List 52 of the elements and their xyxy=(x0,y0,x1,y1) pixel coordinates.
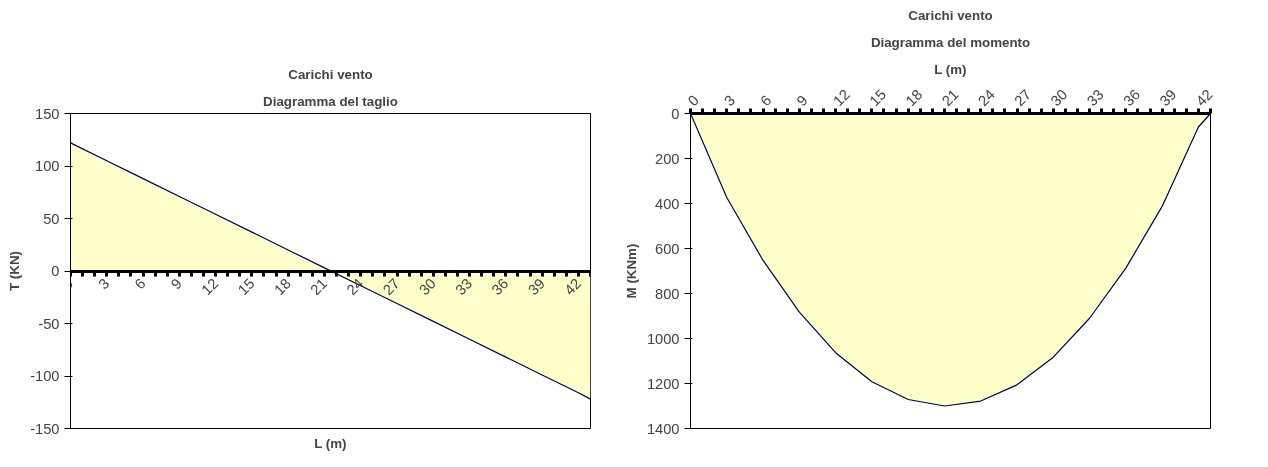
x-axis-title: L (m) xyxy=(934,61,967,77)
x-tick-label: 36 xyxy=(1120,86,1144,110)
y-tick-label: 1200 xyxy=(646,375,680,392)
y-tick-label: 1000 xyxy=(646,330,680,347)
x-tick-label: 21 xyxy=(307,275,331,299)
x-tick-label: 3 xyxy=(95,275,113,293)
chart-title: Carichi vento xyxy=(908,7,993,23)
chart-subtitle: Diagramma del momento xyxy=(870,34,1031,50)
y-tick-label: 100 xyxy=(35,158,60,174)
x-tick-label: 21 xyxy=(938,86,962,110)
y-tick-label: -150 xyxy=(30,420,60,437)
x-tick-label: 39 xyxy=(1156,86,1180,110)
x-tick-label: 42 xyxy=(1192,86,1216,110)
x-tick-label: 27 xyxy=(379,275,403,299)
x-tick-label: 0 xyxy=(684,92,702,110)
x-tick-label: 3 xyxy=(721,92,739,110)
x-axis-title: L (m) xyxy=(314,435,347,451)
y-tick-label: -100 xyxy=(30,368,60,384)
x-tick-label: 27 xyxy=(1011,86,1035,110)
x-tick-label: 18 xyxy=(902,86,926,110)
x-tick-label: 36 xyxy=(488,275,512,299)
x-tick-label: 15 xyxy=(866,86,890,110)
x-tick-label: 12 xyxy=(829,86,853,110)
y-axis-title: T (KN) xyxy=(7,251,23,291)
x-tick-label: 15 xyxy=(234,275,258,299)
y-tick-label: 1400 xyxy=(646,420,680,437)
y-axis-title: M (KNm) xyxy=(623,243,639,299)
x-tick-label: 9 xyxy=(167,275,185,293)
y-tick-label: 0 xyxy=(671,105,680,122)
chart-subtitle: Diagramma del taglio xyxy=(263,93,398,109)
x-tick-label: 12 xyxy=(198,275,222,299)
x-tick-label: 42 xyxy=(561,275,585,299)
x-tick-label: 18 xyxy=(270,275,294,299)
y-tick-label: 150 xyxy=(35,105,60,122)
x-tick-label: 30 xyxy=(1047,86,1071,110)
x-tick-label: 24 xyxy=(975,86,998,110)
y-tick-label: 600 xyxy=(655,240,680,257)
x-tick-label: 33 xyxy=(1083,86,1107,110)
y-tick-label: 50 xyxy=(43,210,60,227)
x-tick-label: 39 xyxy=(524,275,548,299)
x-tick-label: 24 xyxy=(343,275,367,299)
y-tick-label: -50 xyxy=(38,315,60,332)
y-tick-label: 200 xyxy=(655,150,680,167)
x-tick-label: 33 xyxy=(452,275,476,299)
chart-title: Carichi vento xyxy=(288,66,373,82)
x-tick-label: 6 xyxy=(757,92,775,110)
x-tick-label: 6 xyxy=(131,275,149,293)
x-tick-label: 30 xyxy=(416,275,439,299)
x-tick-label: 9 xyxy=(793,92,811,110)
y-tick-label: 0 xyxy=(51,263,60,279)
y-tick-label: 400 xyxy=(655,195,680,212)
y-tick-label: 800 xyxy=(655,285,680,302)
